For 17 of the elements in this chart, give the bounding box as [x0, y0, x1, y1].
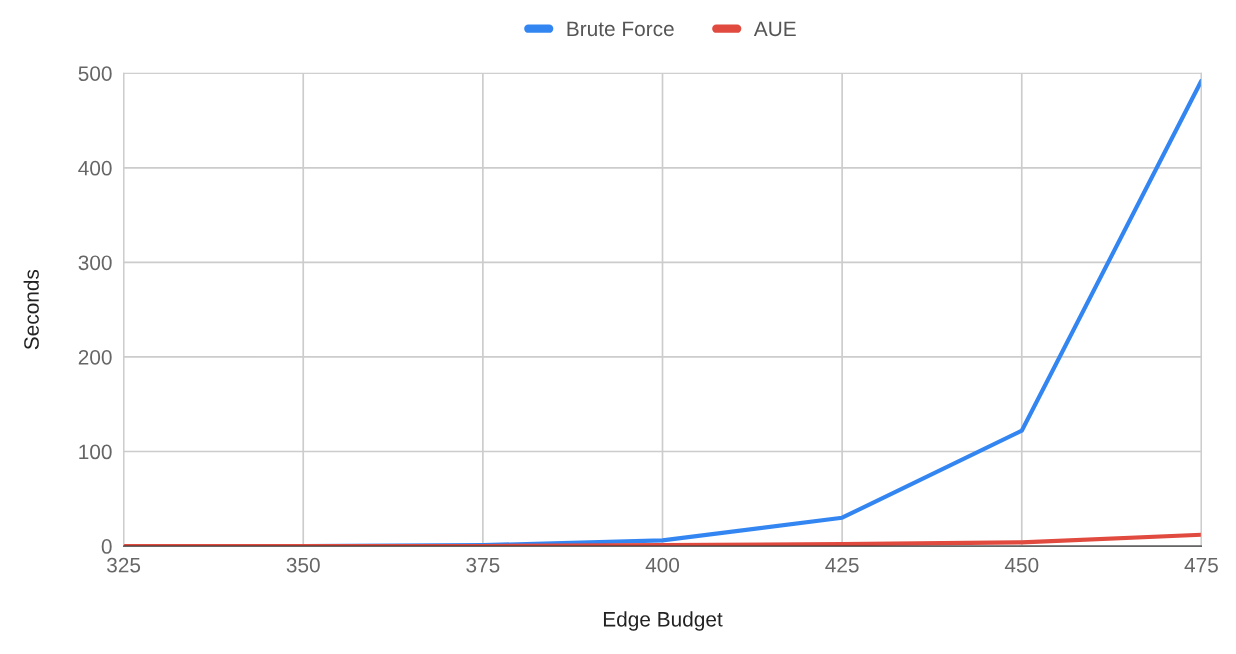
y-axis-title: Seconds [23, 269, 39, 350]
y-tick-label: 300 [78, 255, 112, 271]
x-tick-label: 425 [825, 557, 859, 573]
y-tick-label: 400 [78, 160, 112, 176]
legend-label: Brute Force [567, 21, 674, 37]
x-tick-label: 325 [107, 557, 141, 573]
y-tick-label: 0 [101, 539, 112, 554]
legend-label: AUE [753, 21, 796, 37]
y-tick-label: 100 [79, 444, 112, 460]
y-tick-label: 500 [78, 66, 112, 81]
x-tick-label: 450 [1004, 557, 1039, 573]
x-axis-title: Edge Budget [603, 611, 723, 631]
y-tick-label: 200 [78, 349, 112, 365]
x-tick-label: 400 [645, 557, 680, 573]
x-tick-label: 375 [466, 557, 500, 573]
x-tick-label: 475 [1184, 557, 1218, 573]
x-tick-label: 350 [286, 557, 320, 573]
